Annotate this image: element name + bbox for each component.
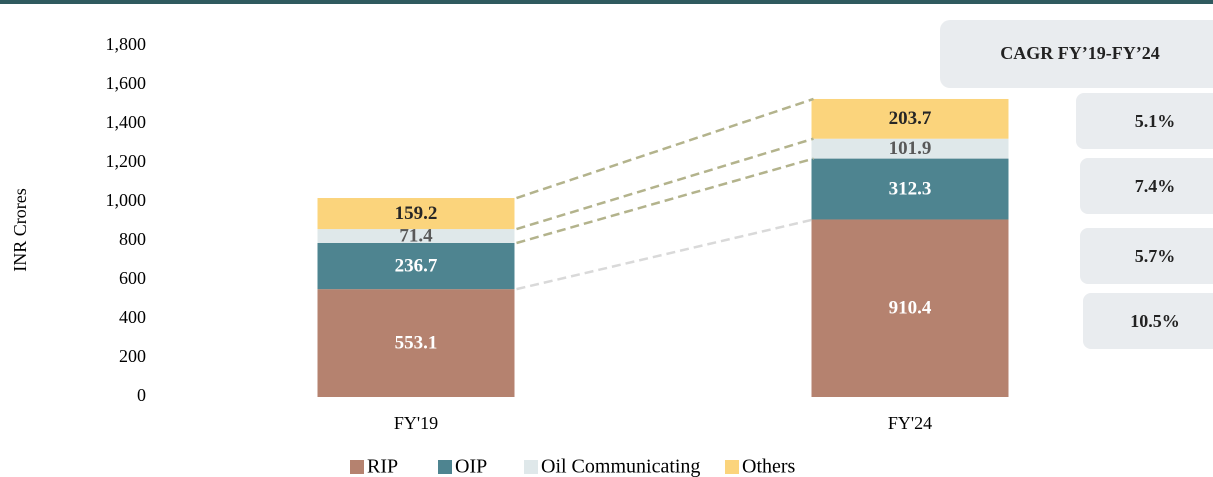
y-tick-label: 200 [119,346,146,366]
cagr-box [1080,228,1213,284]
y-tick-label: 0 [137,385,146,405]
cagr-title: CAGR FY’19-FY’24 [1000,43,1159,63]
legend-label: Others [742,456,796,477]
connector [516,157,814,245]
connector [516,137,814,231]
value-label: 203.7 [889,108,932,129]
value-label: 910.4 [889,298,932,319]
value-label: 159.2 [395,203,438,224]
value-label: 101.9 [889,138,932,159]
legend-swatch [725,460,739,474]
legend-label: OIP [455,456,487,477]
bar-segment [811,138,1009,159]
connector [516,218,814,291]
cagr-value: 10.5% [1130,311,1180,331]
legend-swatch [350,460,364,474]
connector [516,97,814,200]
cagr-header-box [940,20,1213,88]
y-tick-label: 1,200 [106,151,147,171]
y-tick-label: 1,000 [106,190,147,210]
legend-label: RIP [367,456,398,477]
cagr-value: 7.4% [1135,176,1176,196]
y-tick-label: 1,600 [106,73,147,93]
bar-segment [811,158,1009,220]
y-tick-label: 600 [119,268,146,288]
x-tick-label: FY'24 [888,413,932,433]
cagr-box [1083,293,1213,349]
value-label: 312.3 [889,178,932,199]
legend-swatch [438,460,452,474]
top-rule [0,0,1213,4]
bar-segment [317,289,515,397]
legend-swatch [524,460,538,474]
y-tick-label: 1,400 [106,112,147,132]
bar-segment [317,198,515,230]
legend-label: Oil Communicating [541,456,700,477]
y-tick-label: 400 [119,307,146,327]
y-tick-label: 1,800 [106,34,147,54]
bar-segment [317,229,515,243]
cagr-value: 5.7% [1135,246,1176,266]
bar-segment [317,242,515,290]
cagr-box [1076,93,1213,149]
y-tick-label: 800 [119,229,146,249]
value-label: 71.4 [399,225,433,246]
cagr-value: 5.1% [1135,111,1176,131]
cagr-box [1080,158,1213,214]
bar-segment [811,219,1009,397]
value-label: 236.7 [395,255,438,276]
x-tick-label: FY'19 [394,413,438,433]
y-axis-label: INR Crores [10,188,30,272]
value-label: 553.1 [395,332,438,353]
bar-segment [811,98,1009,139]
